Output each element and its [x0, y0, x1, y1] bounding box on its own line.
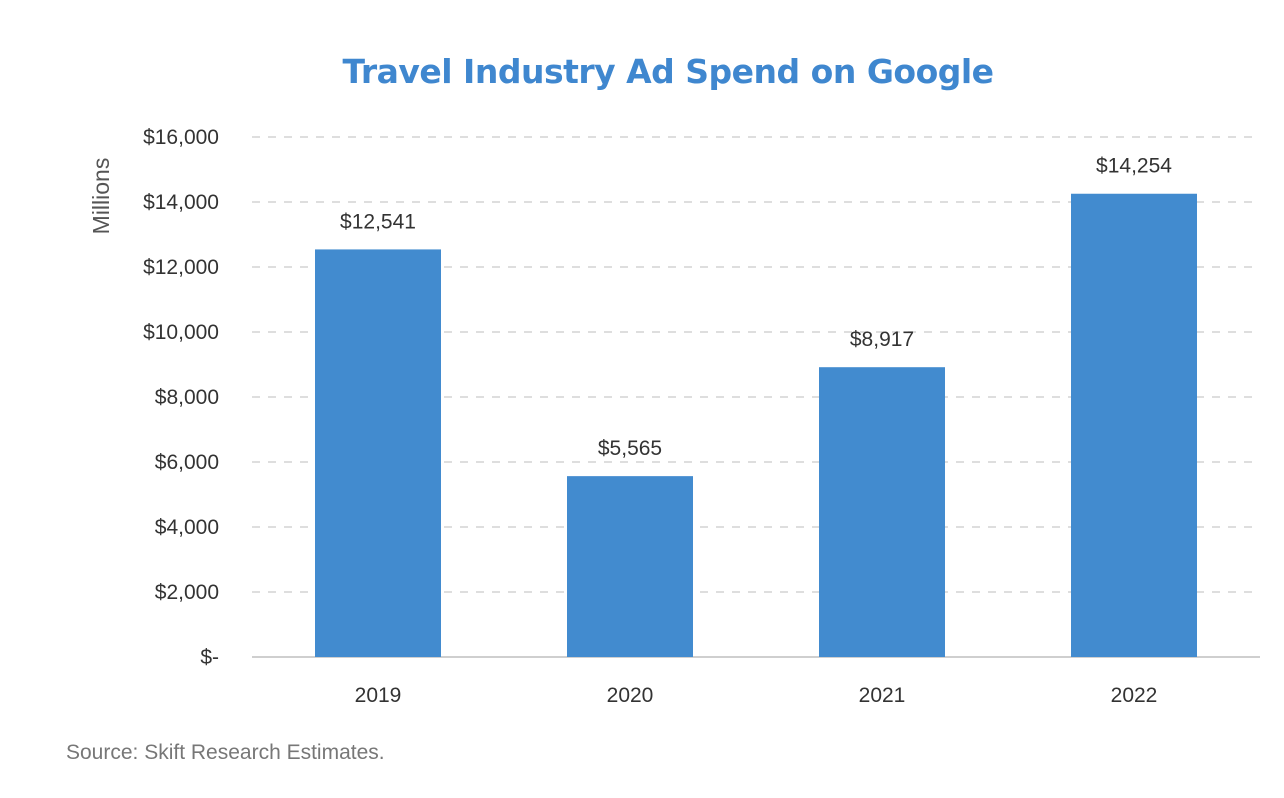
x-tick-label-2020: 2020 [607, 684, 654, 707]
data-label-2022: $14,254 [1096, 155, 1172, 178]
data-label-2019: $12,541 [340, 210, 416, 233]
y-tick-label: $- [200, 646, 219, 669]
y-tick-label: $4,000 [155, 516, 219, 539]
y-tick-label: $10,000 [143, 321, 219, 344]
bar-2020 [567, 476, 693, 657]
bar-2021 [819, 367, 945, 657]
y-tick-label: $16,000 [143, 126, 219, 149]
bar-2019 [315, 249, 441, 658]
chart-title: Travel Industry Ad Spend on Google [342, 52, 994, 91]
bar-2022 [1071, 193, 1197, 657]
data-label-2021: $8,917 [850, 328, 914, 351]
bars [315, 193, 1197, 658]
y-tick-label: $2,000 [155, 581, 219, 604]
source-note: Source: Skift Research Estimates. [66, 741, 385, 764]
y-axis-title: Millions [88, 158, 114, 235]
y-tick-label: $12,000 [143, 256, 219, 279]
y-tick-label: $6,000 [155, 451, 219, 474]
labels: $- $2,000 $4,000 $6,000 $8,000 $10,000 $12,000… [143, 126, 1172, 707]
y-tick-label: $8,000 [155, 386, 219, 409]
x-tick-label-2021: 2021 [859, 684, 906, 707]
data-label-2020: $5,565 [598, 437, 662, 460]
x-tick-label-2022: 2022 [1111, 684, 1158, 707]
x-tick-label-2019: 2019 [355, 684, 402, 707]
y-tick-label: $14,000 [143, 191, 219, 214]
